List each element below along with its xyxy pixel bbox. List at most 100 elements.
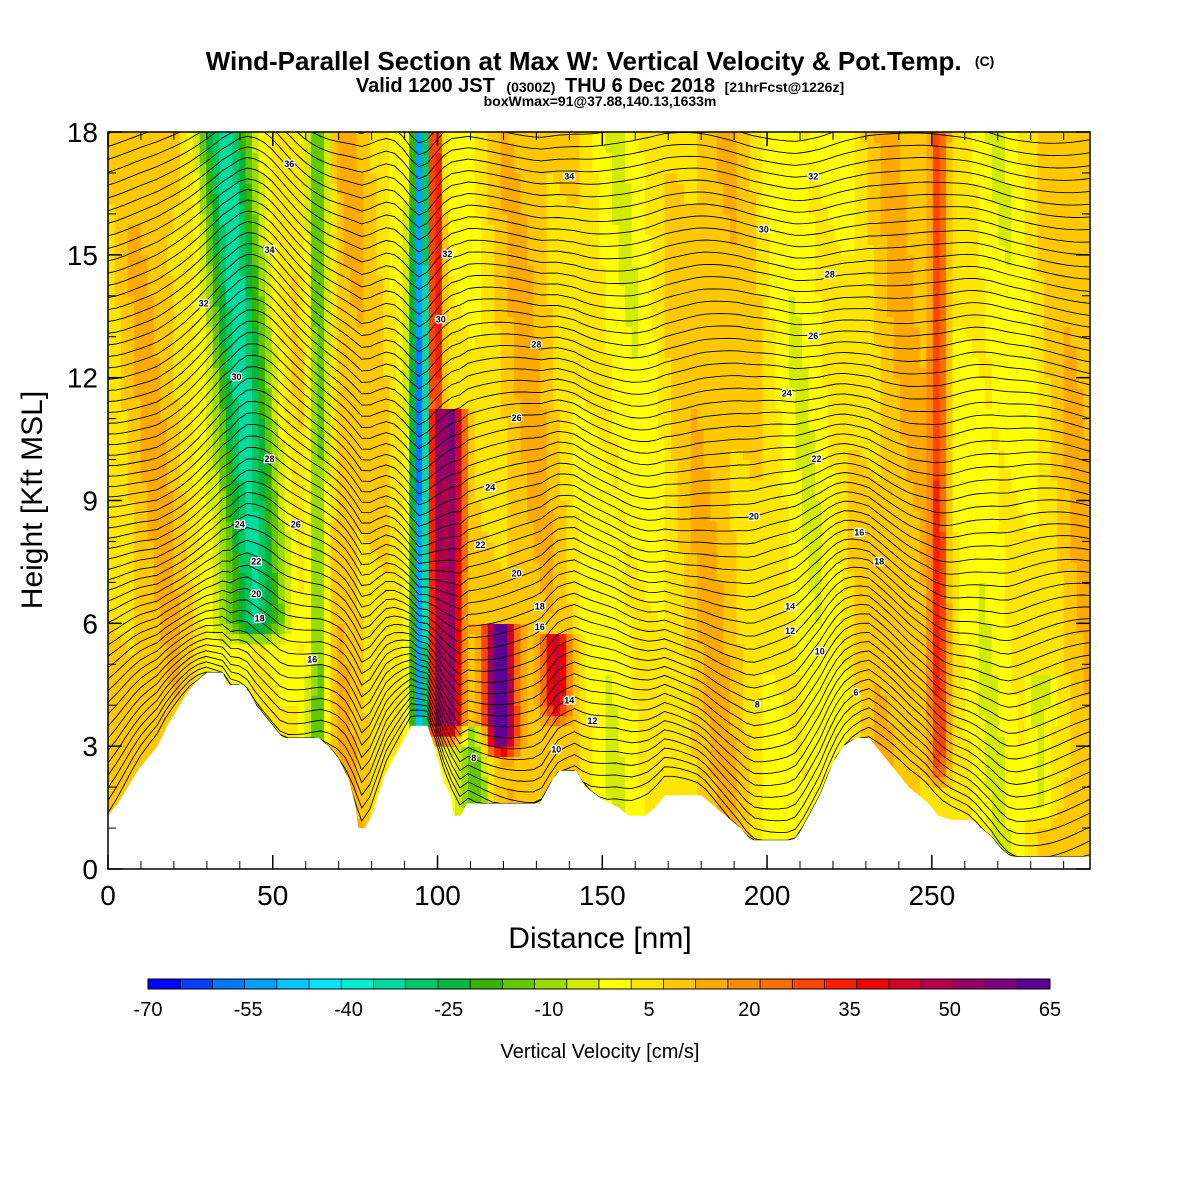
- velocity-cell: [180, 367, 188, 379]
- velocity-cell: [291, 469, 299, 481]
- velocity-cell: [108, 275, 116, 287]
- velocity-cell: [252, 428, 260, 440]
- velocity-cell: [402, 275, 410, 287]
- velocity-cell: [487, 735, 495, 747]
- velocity-cell: [278, 684, 286, 696]
- velocity-cell: [252, 480, 260, 491]
- velocity-cell: [481, 172, 489, 184]
- velocity-cell: [356, 510, 364, 522]
- velocity-cell: [304, 602, 312, 614]
- velocity-cell: [474, 213, 482, 225]
- velocity-cell: [533, 172, 541, 184]
- velocity-cell: [526, 510, 535, 522]
- velocity-cell: [330, 725, 338, 737]
- velocity-cell: [127, 561, 135, 573]
- velocity-cell: [297, 500, 305, 512]
- velocity-cell: [428, 561, 436, 573]
- velocity-cell: [147, 439, 155, 450]
- velocity-cell: [180, 142, 188, 154]
- velocity-cell: [369, 500, 378, 512]
- velocity-cell: [291, 694, 299, 706]
- velocity-cell: [212, 213, 220, 225]
- velocity-cell: [284, 306, 292, 317]
- velocity-cell: [199, 224, 207, 235]
- velocity-cell: [199, 193, 207, 205]
- velocity-cell: [284, 254, 292, 266]
- velocity-cell: [186, 162, 194, 174]
- velocity-cell: [147, 162, 155, 174]
- velocity-cell: [513, 152, 522, 164]
- velocity-cell: [180, 582, 188, 594]
- velocity-cell: [173, 459, 181, 471]
- velocity-cell: [382, 387, 391, 399]
- velocity-cell: [448, 387, 456, 399]
- velocity-cell: [284, 459, 292, 471]
- velocity-cell: [369, 531, 378, 543]
- velocity-cell: [337, 132, 345, 143]
- velocity-cell: [153, 285, 161, 297]
- velocity-cell: [173, 398, 181, 409]
- velocity-cell: [153, 510, 161, 522]
- velocity-cell: [415, 408, 423, 420]
- velocity-cell: [180, 295, 188, 307]
- velocity-cell: [507, 541, 515, 553]
- velocity-cell: [258, 480, 266, 491]
- velocity-cell: [382, 142, 391, 154]
- velocity-cell: [369, 224, 378, 235]
- velocity-cell: [121, 592, 129, 604]
- velocity-cell: [330, 654, 338, 665]
- velocity-cell: [238, 306, 247, 317]
- velocity-cell: [546, 203, 554, 215]
- velocity-cell: [180, 346, 188, 358]
- velocity-cell: [396, 244, 404, 256]
- velocity-cell: [409, 265, 417, 276]
- velocity-cell: [533, 776, 541, 788]
- velocity-cell: [238, 224, 247, 235]
- velocity-cell: [304, 684, 312, 696]
- velocity-cell: [134, 490, 142, 502]
- velocity-cell: [199, 623, 207, 635]
- velocity-cell: [520, 162, 528, 174]
- velocity-cell: [507, 367, 515, 379]
- velocity-cell: [402, 428, 410, 440]
- velocity-cell: [415, 306, 423, 317]
- velocity-cell: [448, 162, 456, 174]
- velocity-cell: [180, 336, 188, 348]
- velocity-cell: [520, 797, 528, 809]
- velocity-cell: [454, 387, 463, 399]
- velocity-cell: [415, 674, 423, 686]
- velocity-cell: [284, 725, 292, 737]
- velocity-cell: [507, 602, 515, 614]
- velocity-cell: [245, 172, 253, 184]
- velocity-cell: [284, 602, 292, 614]
- velocity-cell: [382, 183, 391, 195]
- velocity-cell: [324, 213, 332, 225]
- velocity-cell: [376, 531, 384, 543]
- velocity-cell: [219, 469, 227, 481]
- velocity-cell: [350, 398, 358, 409]
- velocity-cell: [487, 572, 495, 583]
- velocity-cell: [121, 531, 129, 543]
- velocity-cell: [140, 265, 148, 276]
- velocity-cell: [343, 715, 351, 727]
- velocity-cell: [317, 602, 325, 614]
- velocity-cell: [140, 162, 148, 174]
- velocity-cell: [297, 705, 305, 717]
- velocity-cell: [389, 132, 397, 143]
- velocity-cell: [507, 694, 515, 706]
- velocity-cell: [232, 500, 240, 512]
- velocity-cell: [487, 357, 495, 369]
- velocity-cell: [317, 408, 325, 420]
- velocity-cell: [206, 224, 214, 235]
- velocity-cell: [160, 694, 168, 706]
- velocity-cell: [441, 623, 450, 635]
- velocity-cell: [546, 254, 554, 266]
- velocity-cell: [121, 725, 129, 737]
- velocity-cell: [291, 172, 299, 184]
- velocity-cell: [134, 172, 142, 184]
- velocity-cell: [265, 572, 273, 583]
- velocity-cell: [258, 285, 266, 297]
- velocity-cell: [441, 346, 450, 358]
- velocity-cell: [238, 285, 247, 297]
- velocity-cell: [513, 735, 522, 747]
